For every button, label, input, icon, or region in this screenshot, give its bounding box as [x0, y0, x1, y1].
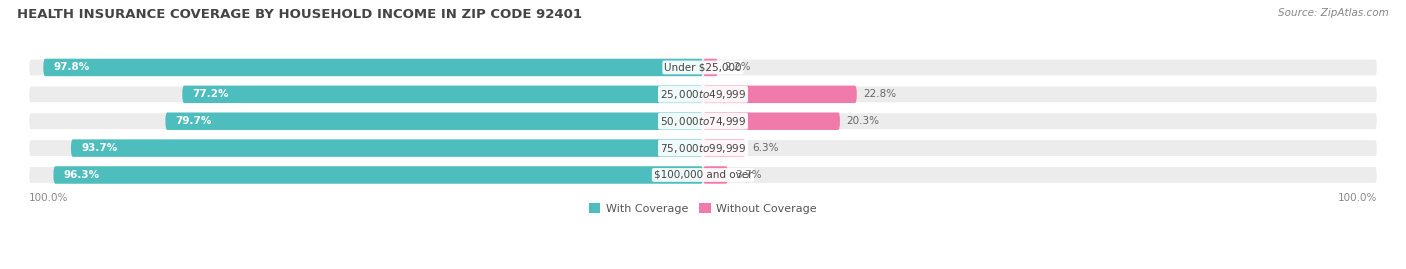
FancyBboxPatch shape — [53, 166, 703, 184]
Text: 3.7%: 3.7% — [735, 170, 761, 180]
Text: 6.3%: 6.3% — [752, 143, 779, 153]
FancyBboxPatch shape — [703, 59, 718, 76]
Text: Under $25,000: Under $25,000 — [664, 62, 742, 72]
FancyBboxPatch shape — [703, 86, 856, 103]
Text: 100.0%: 100.0% — [1339, 193, 1378, 203]
FancyBboxPatch shape — [703, 139, 745, 157]
Text: 77.2%: 77.2% — [193, 89, 229, 99]
Text: 97.8%: 97.8% — [53, 62, 90, 72]
FancyBboxPatch shape — [28, 139, 1378, 157]
Legend: With Coverage, Without Coverage: With Coverage, Without Coverage — [585, 199, 821, 218]
Text: 93.7%: 93.7% — [82, 143, 117, 153]
Text: $25,000 to $49,999: $25,000 to $49,999 — [659, 88, 747, 101]
FancyBboxPatch shape — [44, 59, 703, 76]
Text: $75,000 to $99,999: $75,000 to $99,999 — [659, 141, 747, 155]
FancyBboxPatch shape — [703, 112, 839, 130]
Text: Source: ZipAtlas.com: Source: ZipAtlas.com — [1278, 8, 1389, 18]
FancyBboxPatch shape — [183, 86, 703, 103]
FancyBboxPatch shape — [28, 112, 1378, 130]
FancyBboxPatch shape — [28, 166, 1378, 184]
Text: 20.3%: 20.3% — [846, 116, 880, 126]
Text: 2.2%: 2.2% — [724, 62, 751, 72]
Text: 79.7%: 79.7% — [176, 116, 212, 126]
FancyBboxPatch shape — [166, 112, 703, 130]
Text: HEALTH INSURANCE COVERAGE BY HOUSEHOLD INCOME IN ZIP CODE 92401: HEALTH INSURANCE COVERAGE BY HOUSEHOLD I… — [17, 8, 582, 21]
Text: 22.8%: 22.8% — [863, 89, 897, 99]
Text: $100,000 and over: $100,000 and over — [654, 170, 752, 180]
FancyBboxPatch shape — [703, 166, 728, 184]
FancyBboxPatch shape — [28, 59, 1378, 76]
Text: 96.3%: 96.3% — [63, 170, 100, 180]
FancyBboxPatch shape — [70, 139, 703, 157]
Text: $50,000 to $74,999: $50,000 to $74,999 — [659, 115, 747, 128]
Text: 100.0%: 100.0% — [28, 193, 67, 203]
FancyBboxPatch shape — [28, 86, 1378, 103]
